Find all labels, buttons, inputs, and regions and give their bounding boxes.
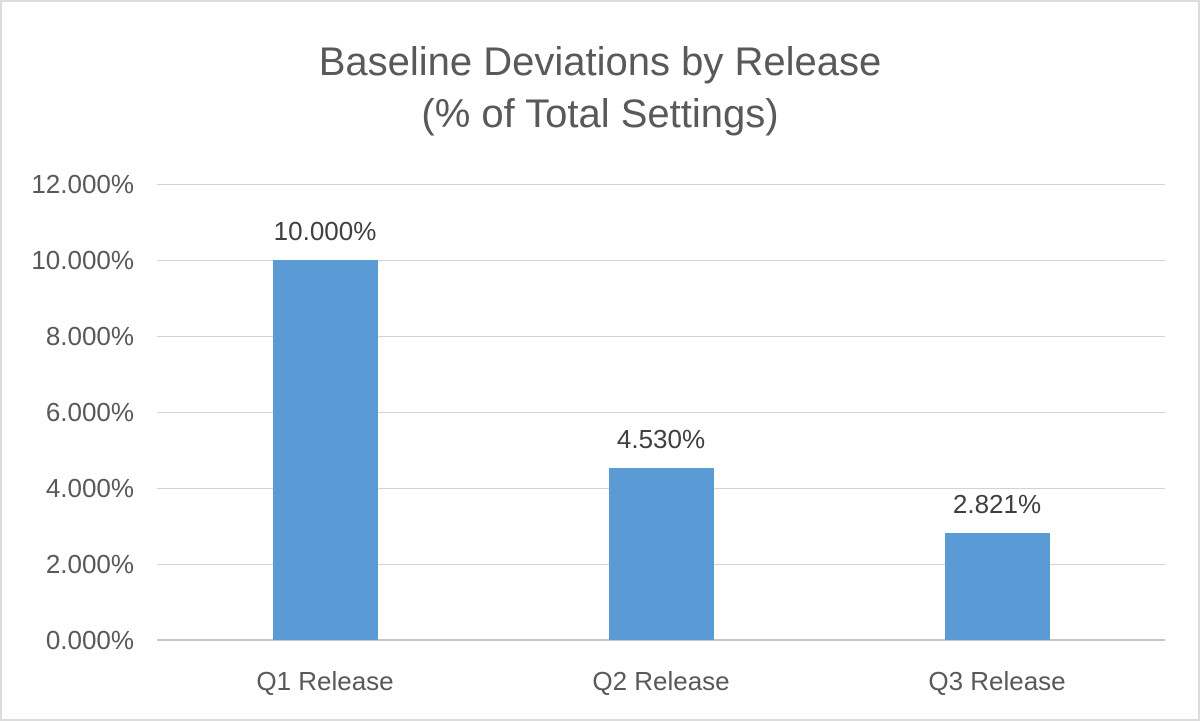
- chart-title-line1: Baseline Deviations by Release: [318, 40, 882, 84]
- gridline: [157, 411, 1165, 413]
- y-axis-tick-label: 10.000%: [31, 245, 134, 275]
- gridline: [157, 183, 1165, 185]
- bar-data-label: 10.000%: [273, 216, 377, 246]
- y-axis-tick-label: 4.000%: [45, 473, 134, 503]
- bar-data-label: 2.821%: [952, 488, 1042, 519]
- bar-data-label: 4.530%: [616, 423, 706, 454]
- bar: [608, 467, 714, 640]
- chart-title-line2: (% of Total Settings): [421, 92, 779, 136]
- y-axis-tick-label: 12.000%: [31, 169, 134, 199]
- y-axis-tick-label: 2.000%: [45, 549, 134, 579]
- gridline: [157, 335, 1165, 337]
- gridline: [157, 259, 1165, 261]
- x-axis-category-label: Q3 Release: [928, 666, 1066, 696]
- y-axis-tick-label: 6.000%: [45, 397, 134, 427]
- plot-area: 10.000% 4.530% 2.821%: [157, 183, 1165, 641]
- x-axis-category-label: Q1 Release: [256, 666, 394, 696]
- bar: [272, 260, 378, 640]
- chart-title: Baseline Deviations by Release (% of Tot…: [2, 36, 1198, 140]
- bar: [944, 532, 1050, 640]
- x-axis-line: [157, 639, 1165, 641]
- y-axis-tick-label: 8.000%: [45, 321, 134, 351]
- y-axis-tick-label: 0.000%: [45, 625, 134, 655]
- x-axis-category-label: Q2 Release: [592, 666, 730, 696]
